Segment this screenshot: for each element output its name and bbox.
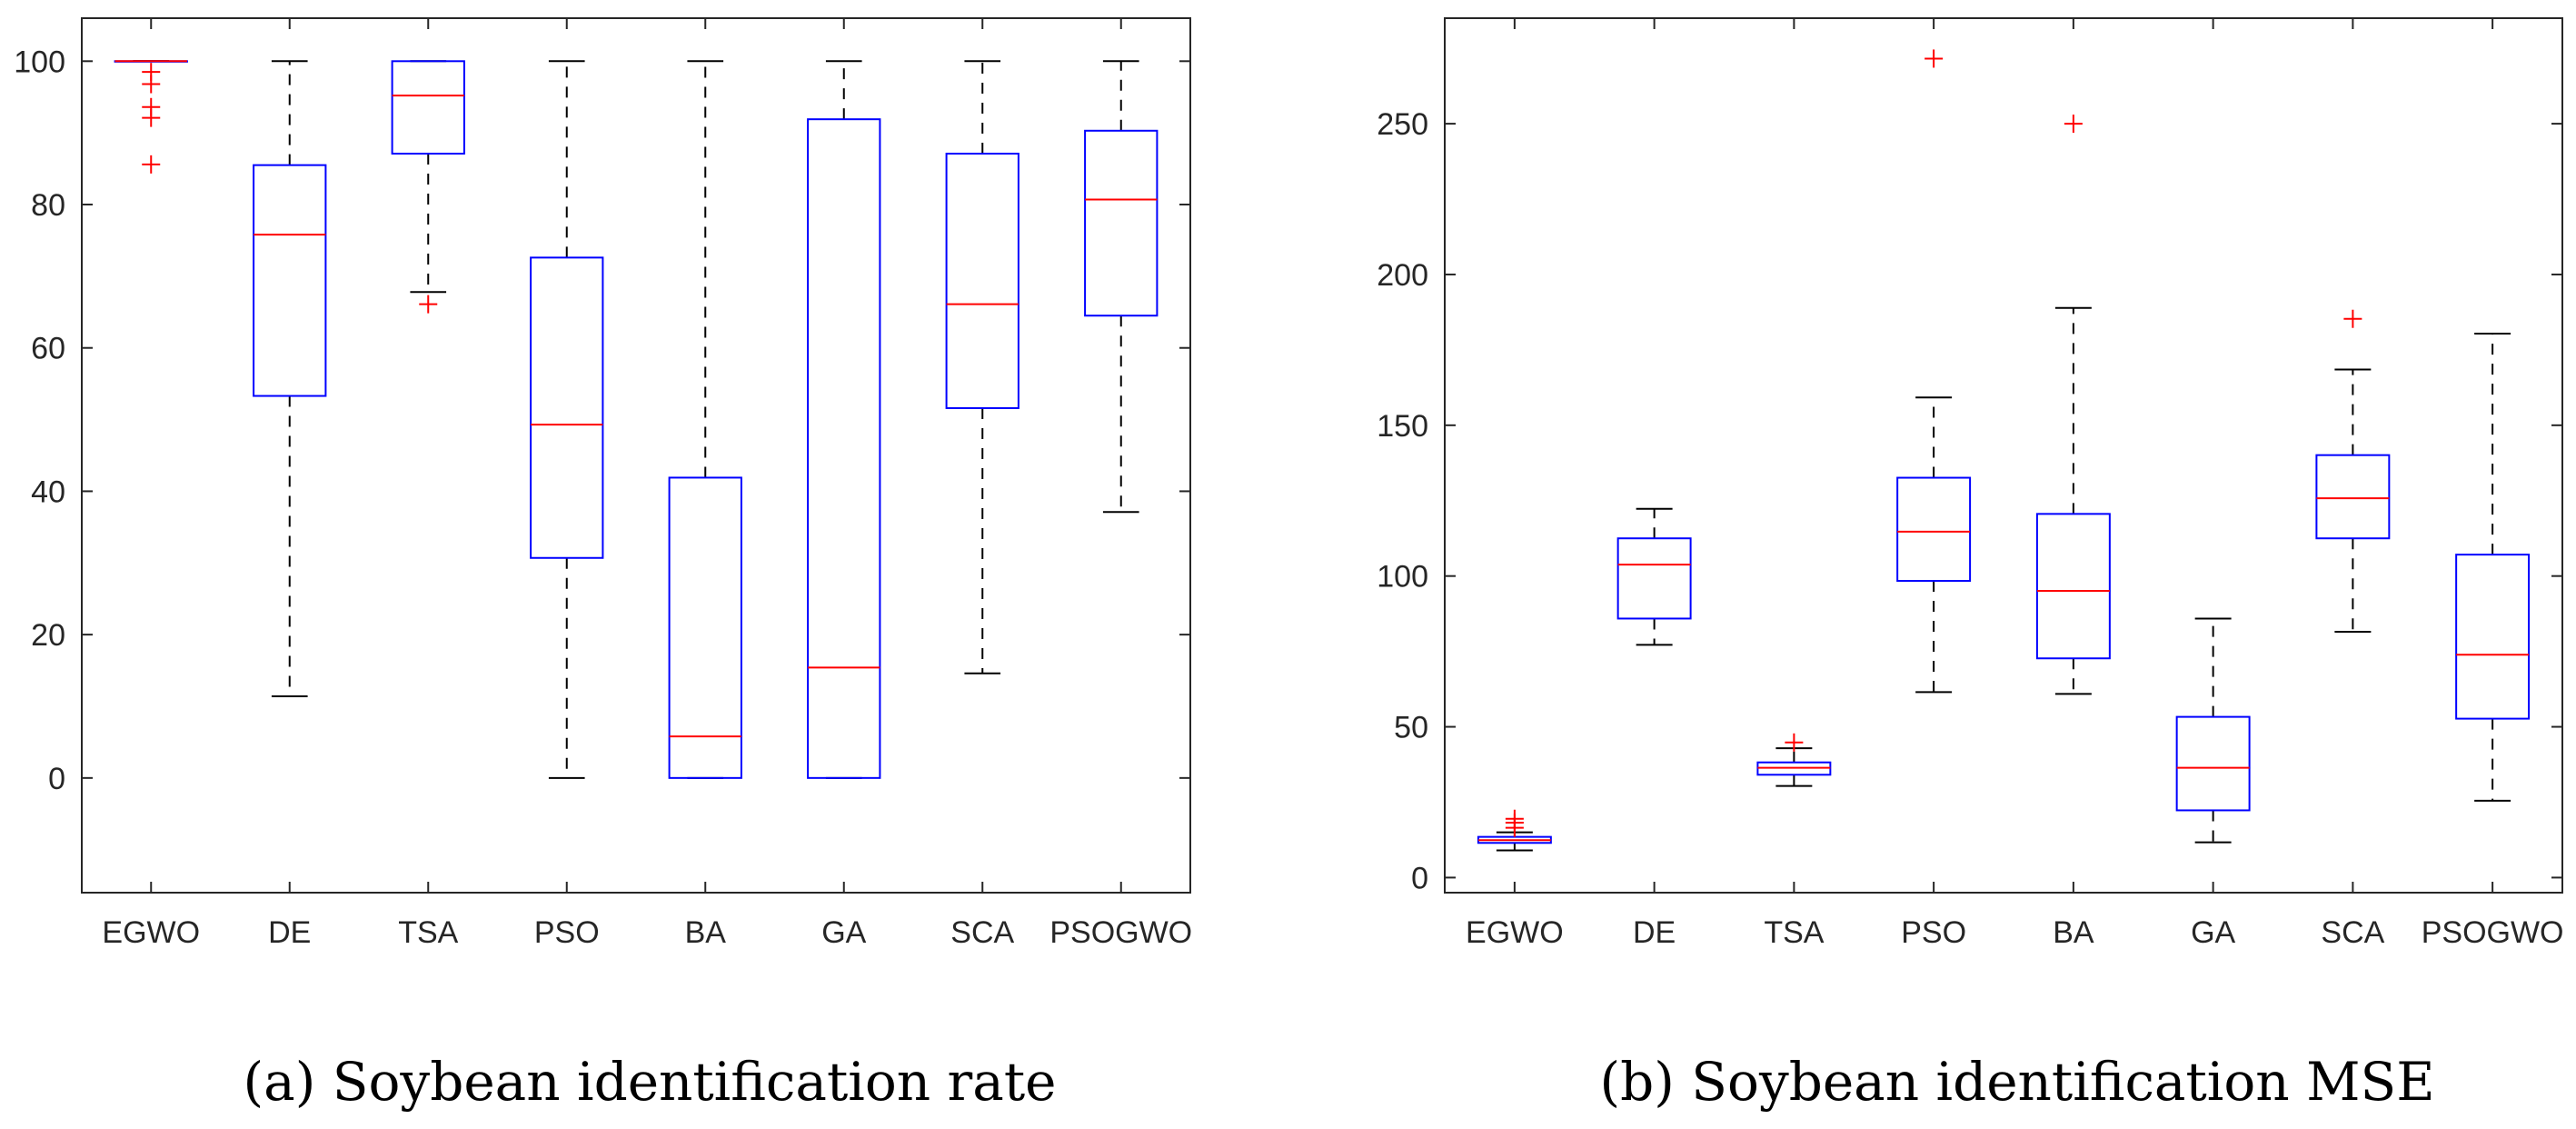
panel-b-box-group-tsa bbox=[1756, 733, 1832, 787]
panel-b-outlier-ba bbox=[2064, 115, 2083, 134]
panel-b-ytick-label: 50 bbox=[1394, 711, 1428, 745]
panel-a-box-group-pso bbox=[530, 60, 604, 779]
panel-a-box-group-ba bbox=[668, 60, 742, 779]
panel-a-xtick-label: PSOGWO bbox=[1049, 915, 1192, 950]
panel-a-caption: (a) Soybean identification rate bbox=[244, 1051, 1057, 1113]
panel-b-box-group-pso bbox=[1896, 49, 1972, 694]
panel-b-box-psogwo bbox=[2455, 554, 2531, 720]
panel-b-xtick-label: PSOGWO bbox=[2422, 915, 2564, 950]
panel-a-identification-rate: 0 20 40 60 80 100 EGWO DE TSA PSO BA GA SCA PSOGWO (a… bbox=[14, 17, 1192, 1113]
panel-a-outlier-egwo bbox=[142, 155, 161, 174]
panel-a-ytick-label: 40 bbox=[31, 475, 65, 509]
panel-b-box-group-ba bbox=[2035, 115, 2111, 695]
panel-b-box-ba bbox=[2035, 513, 2111, 660]
panel-a-xtick-label: TSA bbox=[398, 915, 458, 950]
panel-a-xtick-label: GA bbox=[821, 915, 866, 950]
panel-b-box-sca bbox=[2315, 454, 2391, 540]
panel-b-xtick-label: TSA bbox=[1764, 915, 1824, 950]
panel-b-box-group-sca bbox=[2315, 309, 2391, 634]
panel-b-box-group-psogwo bbox=[2455, 332, 2531, 802]
panel-b-xtick-label: DE bbox=[1633, 915, 1676, 950]
panel-a-xtick-label: DE bbox=[268, 915, 311, 950]
panel-a-box-ba bbox=[668, 476, 742, 779]
panel-a-box-psogwo bbox=[1084, 129, 1159, 317]
panel-b-ytick-label: 100 bbox=[1377, 560, 1428, 594]
panel-a-box-pso bbox=[530, 256, 604, 559]
panel-a-xtick-label: SCA bbox=[950, 915, 1014, 950]
panel-a-box-group-tsa bbox=[391, 60, 465, 314]
panel-a-axes-frame bbox=[81, 17, 1191, 894]
panel-b-box-group-ga bbox=[2175, 617, 2251, 844]
panel-b-box-group-egwo bbox=[1477, 809, 1552, 852]
panel-b-xtick-label: PSO bbox=[1901, 915, 1966, 950]
panel-b-ytick-label: 0 bbox=[1411, 861, 1428, 895]
panel-a-xtick-label: EGWO bbox=[102, 915, 200, 950]
panel-b-box-pso bbox=[1896, 476, 1972, 582]
panel-b-ytick-label: 150 bbox=[1377, 409, 1428, 444]
panel-b-outlier-sca bbox=[2343, 309, 2362, 328]
panel-b-xtick-label: BA bbox=[2053, 915, 2094, 950]
panel-a-ytick-label: 0 bbox=[48, 762, 65, 796]
panel-a-outlier-tsa bbox=[419, 295, 438, 314]
panel-b-outlier-tsa bbox=[1785, 733, 1804, 752]
panel-a-box-de bbox=[253, 164, 327, 397]
panel-a-box-group-sca bbox=[945, 60, 1019, 674]
panel-b-xtick-label: GA bbox=[2191, 915, 2235, 950]
panel-b-outlier-egwo bbox=[1505, 809, 1524, 828]
panel-a-ytick-label: 60 bbox=[31, 332, 65, 366]
panel-a-ytick-label: 20 bbox=[31, 618, 65, 653]
panel-a-outlier-egwo bbox=[142, 108, 161, 127]
panel-b-box-de bbox=[1616, 537, 1692, 620]
panel-a-xtick-label: BA bbox=[685, 915, 727, 950]
panel-a-box-ga bbox=[807, 118, 881, 779]
panel-a-box-group-ga bbox=[807, 60, 881, 779]
panel-b-box-group-de bbox=[1616, 507, 1692, 646]
panel-b-outlier-pso bbox=[1925, 49, 1944, 68]
panel-b-caption: (b) Soybean identification MSE bbox=[1599, 1051, 2434, 1113]
panel-a-ytick-label: 80 bbox=[31, 188, 65, 223]
panel-b-ytick-label: 250 bbox=[1377, 107, 1428, 142]
panel-a-box-group-psogwo bbox=[1084, 60, 1159, 514]
panel-b-ytick-label: 200 bbox=[1377, 258, 1428, 293]
panel-a-outlier-egwo bbox=[142, 75, 161, 94]
panel-b-xtick-label: EGWO bbox=[1466, 915, 1564, 950]
panel-a-xtick-label: PSO bbox=[534, 915, 600, 950]
panel-b-identification-mse: 0 50 100 150 200 250 EGWO DE TSA PSO BA GA SCA PSOGWO… bbox=[1377, 17, 2564, 1113]
panel-b-box-ga bbox=[2175, 715, 2251, 812]
panel-a-box-tsa bbox=[391, 60, 465, 155]
panel-b-axes-frame bbox=[1444, 17, 2563, 894]
panel-a-box-group-egwo bbox=[114, 60, 188, 174]
panel-a-box-sca bbox=[945, 153, 1019, 409]
panel-a-box-group-de bbox=[253, 60, 327, 697]
panel-b-xtick-label: SCA bbox=[2321, 915, 2384, 950]
panel-a-ytick-label: 100 bbox=[14, 45, 65, 79]
